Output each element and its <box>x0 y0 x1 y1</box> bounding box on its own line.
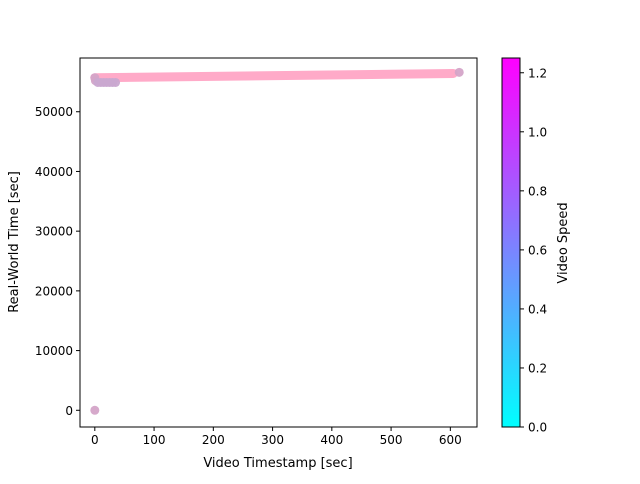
x-tick-label: 300 <box>261 433 284 447</box>
x-tick-label: 0 <box>91 433 99 447</box>
y-tick-label: 40000 <box>35 165 73 179</box>
colorbar-tick-label: 0.8 <box>528 184 547 198</box>
colorbar-tick-label: 0.2 <box>528 361 547 375</box>
x-tick-label: 400 <box>320 433 343 447</box>
colorbar-tick-label: 0.4 <box>528 302 547 316</box>
colorbar-ticks: 0.0 0.2 0.4 0.6 0.8 1.0 1.2 <box>520 66 547 435</box>
x-tick-label: 500 <box>380 433 403 447</box>
y-tick-label: 0 <box>65 404 73 418</box>
data-point <box>454 67 464 77</box>
colorbar-label: Video Speed <box>556 202 571 283</box>
x-tick-label: 200 <box>202 433 225 447</box>
y-tick-label: 20000 <box>35 284 73 298</box>
data-point <box>90 405 100 415</box>
x-tick-label: 100 <box>143 433 166 447</box>
plot-marks <box>90 67 464 415</box>
y-ticks: 0 10000 20000 30000 40000 50000 <box>35 105 80 418</box>
colorbar: 0.0 0.2 0.4 0.6 0.8 1.0 1.2 Video Speed <box>501 57 571 435</box>
y-tick-label: 50000 <box>35 105 73 119</box>
data-point <box>111 77 121 87</box>
y-tick-label: 30000 <box>35 225 73 239</box>
colorbar-tick-label: 1.2 <box>528 66 547 80</box>
colorbar-tick-label: 1.0 <box>528 125 547 139</box>
axes <box>79 57 478 428</box>
colorbar-tick-label: 0.6 <box>528 243 547 257</box>
plot-frame <box>79 57 478 428</box>
x-tick-label: 600 <box>439 433 462 447</box>
y-axis-label: Real-World Time [sec] <box>7 171 22 313</box>
y-tick-label: 10000 <box>35 344 73 358</box>
x-axis-label: Video Timestamp [sec] <box>203 456 352 471</box>
series-trace <box>90 69 458 83</box>
x-ticks: 0 100 200 300 400 500 600 <box>91 427 462 447</box>
colorbar-gradient <box>501 57 521 428</box>
colorbar-tick-label: 0.0 <box>528 421 547 435</box>
